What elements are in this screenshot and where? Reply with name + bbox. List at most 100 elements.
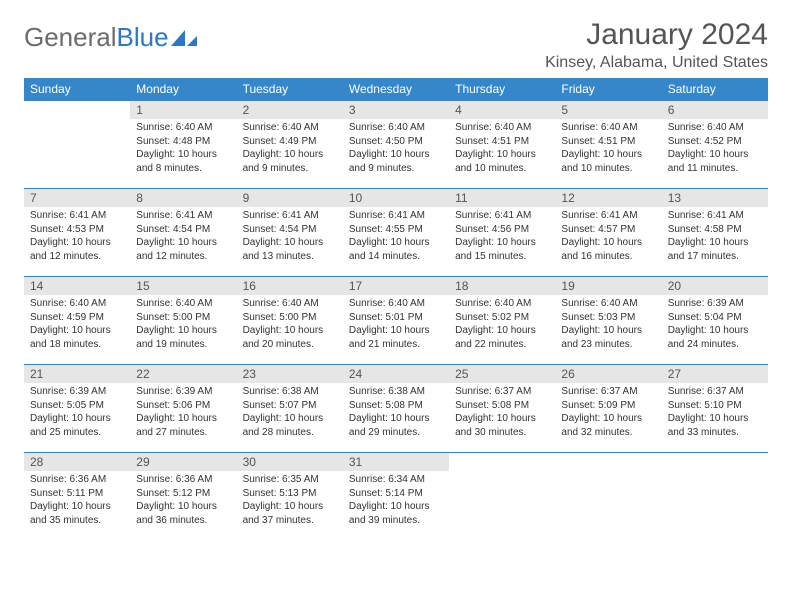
day-details: Sunrise: 6:41 AMSunset: 4:56 PMDaylight:…	[449, 207, 555, 267]
calendar-cell: 8 Sunrise: 6:41 AMSunset: 4:54 PMDaylight…	[130, 189, 236, 277]
sunset-line: Sunset: 4:52 PM	[668, 135, 762, 149]
calendar-week-row: 7Sunrise: 6:41 AMSunset: 4:53 PMDaylight…	[24, 189, 768, 277]
sunrise-line: Sunrise: 6:40 AM	[136, 121, 230, 135]
daylight-line: Daylight: 10 hours and 17 minutes.	[668, 236, 762, 263]
sunrise-line: Sunrise: 6:41 AM	[349, 209, 443, 223]
daylight-line: Daylight: 10 hours and 21 minutes.	[349, 324, 443, 351]
calendar-cell: 12Sunrise: 6:41 AMSunset: 4:57 PMDayligh…	[555, 189, 661, 277]
day-details: Sunrise: 6:34 AMSunset: 5:14 PMDaylight:…	[343, 471, 449, 531]
day-details: Sunrise: 6:41 AMSunset: 4:54 PMDaylight:…	[237, 207, 343, 267]
sunset-line: Sunset: 4:50 PM	[349, 135, 443, 149]
sunset-line: Sunset: 4:56 PM	[455, 223, 549, 237]
day-details: Sunrise: 6:41 AMSunset: 4:58 PMDaylight:…	[662, 207, 768, 267]
sunset-line: Sunset: 5:01 PM	[349, 311, 443, 325]
day-number: 5	[555, 101, 661, 119]
day-details: Sunrise: 6:40 AMSunset: 5:00 PMDaylight:…	[237, 295, 343, 355]
day-details: Sunrise: 6:40 AMSunset: 5:02 PMDaylight:…	[449, 295, 555, 355]
sunrise-line: Sunrise: 6:41 AM	[136, 209, 230, 223]
sunset-line: Sunset: 5:07 PM	[243, 399, 337, 413]
calendar-cell: 5Sunrise: 6:40 AMSunset: 4:51 PMDaylight…	[555, 101, 661, 189]
sunset-line: Sunset: 5:05 PM	[30, 399, 124, 413]
calendar-cell: 30Sunrise: 6:35 AMSunset: 5:13 PMDayligh…	[237, 453, 343, 541]
day-number: 20	[662, 277, 768, 295]
day-number: 29	[130, 453, 236, 471]
calendar-head: SundayMondayTuesdayWednesdayThursdayFrid…	[24, 78, 768, 101]
day-details: Sunrise: 6:40 AMSunset: 4:50 PMDaylight:…	[343, 119, 449, 179]
calendar-cell: 10Sunrise: 6:41 AMSunset: 4:55 PMDayligh…	[343, 189, 449, 277]
sunset-line: Sunset: 4:57 PM	[561, 223, 655, 237]
sunrise-line: Sunrise: 6:39 AM	[668, 297, 762, 311]
day-number: 1	[130, 101, 236, 119]
calendar-cell: 2Sunrise: 6:40 AMSunset: 4:49 PMDaylight…	[237, 101, 343, 189]
calendar-cell: 6Sunrise: 6:40 AMSunset: 4:52 PMDaylight…	[662, 101, 768, 189]
calendar-cell: 19Sunrise: 6:40 AMSunset: 5:03 PMDayligh…	[555, 277, 661, 365]
calendar-cell: 26Sunrise: 6:37 AMSunset: 5:09 PMDayligh…	[555, 365, 661, 453]
day-number: 3	[343, 101, 449, 119]
day-number: 9	[237, 189, 343, 207]
day-number: 14	[24, 277, 130, 295]
sunrise-line: Sunrise: 6:41 AM	[455, 209, 549, 223]
sunset-line: Sunset: 5:00 PM	[136, 311, 230, 325]
day-number: 16	[237, 277, 343, 295]
sunrise-line: Sunrise: 6:40 AM	[349, 121, 443, 135]
calendar-cell: 21Sunrise: 6:39 AMSunset: 5:05 PMDayligh…	[24, 365, 130, 453]
sunset-line: Sunset: 4:58 PM	[668, 223, 762, 237]
calendar-cell	[662, 453, 768, 541]
calendar-cell	[555, 453, 661, 541]
day-details: Sunrise: 6:41 AMSunset: 4:53 PMDaylight:…	[24, 207, 130, 267]
daylight-line: Daylight: 10 hours and 37 minutes.	[243, 500, 337, 527]
sunset-line: Sunset: 5:06 PM	[136, 399, 230, 413]
day-number: 22	[130, 365, 236, 383]
sunrise-line: Sunrise: 6:40 AM	[136, 297, 230, 311]
page-header: GeneralBlue January 2024 Kinsey, Alabama…	[24, 18, 768, 72]
sunset-line: Sunset: 4:51 PM	[455, 135, 549, 149]
sunrise-line: Sunrise: 6:35 AM	[243, 473, 337, 487]
daylight-line: Daylight: 10 hours and 24 minutes.	[668, 324, 762, 351]
sunset-line: Sunset: 4:54 PM	[136, 223, 230, 237]
calendar-week-row: 21Sunrise: 6:39 AMSunset: 5:05 PMDayligh…	[24, 365, 768, 453]
sunrise-line: Sunrise: 6:40 AM	[349, 297, 443, 311]
day-number: 25	[449, 365, 555, 383]
day-details: Sunrise: 6:35 AMSunset: 5:13 PMDaylight:…	[237, 471, 343, 531]
calendar-cell: 28Sunrise: 6:36 AMSunset: 5:11 PMDayligh…	[24, 453, 130, 541]
day-number: 13	[662, 189, 768, 207]
daylight-line: Daylight: 10 hours and 12 minutes.	[136, 236, 230, 263]
day-details: Sunrise: 6:40 AMSunset: 4:51 PMDaylight:…	[555, 119, 661, 179]
day-details: Sunrise: 6:40 AMSunset: 4:48 PMDaylight:…	[130, 119, 236, 179]
calendar-page: GeneralBlue January 2024 Kinsey, Alabama…	[0, 0, 792, 541]
day-number	[24, 101, 130, 119]
calendar-cell: 16Sunrise: 6:40 AMSunset: 5:00 PMDayligh…	[237, 277, 343, 365]
sunset-line: Sunset: 5:08 PM	[349, 399, 443, 413]
sunset-line: Sunset: 5:03 PM	[561, 311, 655, 325]
calendar-cell: 25Sunrise: 6:37 AMSunset: 5:08 PMDayligh…	[449, 365, 555, 453]
day-number: 26	[555, 365, 661, 383]
calendar-cell: 18Sunrise: 6:40 AMSunset: 5:02 PMDayligh…	[449, 277, 555, 365]
day-number: 15	[130, 277, 236, 295]
day-details: Sunrise: 6:37 AMSunset: 5:10 PMDaylight:…	[662, 383, 768, 443]
day-details: Sunrise: 6:40 AMSunset: 5:00 PMDaylight:…	[130, 295, 236, 355]
calendar-cell: 15Sunrise: 6:40 AMSunset: 5:00 PMDayligh…	[130, 277, 236, 365]
day-number: 27	[662, 365, 768, 383]
day-details: Sunrise: 6:37 AMSunset: 5:09 PMDaylight:…	[555, 383, 661, 443]
calendar-week-row: 28Sunrise: 6:36 AMSunset: 5:11 PMDayligh…	[24, 453, 768, 541]
sunrise-line: Sunrise: 6:38 AM	[243, 385, 337, 399]
title-block: January 2024 Kinsey, Alabama, United Sta…	[545, 18, 768, 72]
daylight-line: Daylight: 10 hours and 9 minutes.	[349, 148, 443, 175]
sunset-line: Sunset: 4:54 PM	[243, 223, 337, 237]
sunrise-line: Sunrise: 6:41 AM	[243, 209, 337, 223]
sunset-line: Sunset: 5:04 PM	[668, 311, 762, 325]
day-number: 31	[343, 453, 449, 471]
calendar-cell: 7Sunrise: 6:41 AMSunset: 4:53 PMDaylight…	[24, 189, 130, 277]
day-header: Sunday	[24, 78, 130, 101]
calendar-cell: 27Sunrise: 6:37 AMSunset: 5:10 PMDayligh…	[662, 365, 768, 453]
calendar-cell: 3Sunrise: 6:40 AMSunset: 4:50 PMDaylight…	[343, 101, 449, 189]
daylight-line: Daylight: 10 hours and 8 minutes.	[136, 148, 230, 175]
calendar-cell: 17Sunrise: 6:40 AMSunset: 5:01 PMDayligh…	[343, 277, 449, 365]
daylight-line: Daylight: 10 hours and 32 minutes.	[561, 412, 655, 439]
day-details: Sunrise: 6:40 AMSunset: 5:03 PMDaylight:…	[555, 295, 661, 355]
daylight-line: Daylight: 10 hours and 35 minutes.	[30, 500, 124, 527]
sunrise-line: Sunrise: 6:41 AM	[668, 209, 762, 223]
sunset-line: Sunset: 5:10 PM	[668, 399, 762, 413]
day-number: 8	[130, 189, 236, 207]
sunrise-line: Sunrise: 6:37 AM	[561, 385, 655, 399]
